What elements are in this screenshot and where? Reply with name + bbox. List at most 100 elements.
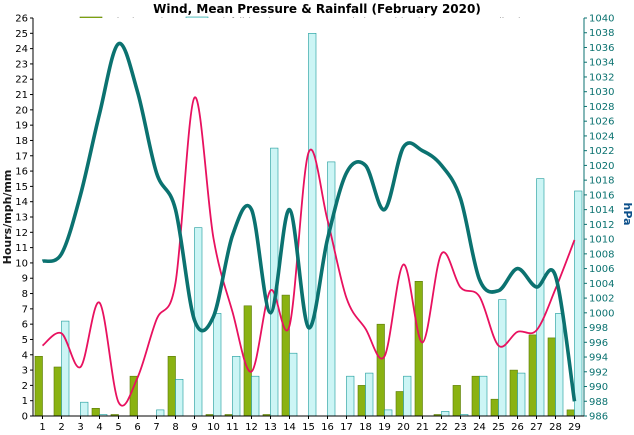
calm-bar-26 [509,369,518,417]
calm-bar-25 [490,398,499,417]
calm-bar-28 [547,337,556,417]
x-tick-label-24: 24 [473,422,486,433]
x-tick-label-16: 16 [321,422,334,433]
x-tick-label-29: 29 [568,422,581,433]
rainfall-bar-10 [213,313,222,417]
x-tick-label-5: 5 [115,422,121,433]
y2-tick-label-1000: 1000 [589,308,614,319]
y-tick-label-4: 4 [22,350,28,361]
y2-tick-label-1018: 1018 [589,176,614,187]
rainfall-bar-11 [232,355,241,417]
calm-bar-8 [167,355,176,417]
y-tick-label-18: 18 [15,136,28,147]
y2-tick-label-1030: 1030 [589,87,614,98]
y2-tick-label-994: 994 [589,353,608,364]
y2-tick-label-1004: 1004 [589,279,614,290]
x-tick-label-28: 28 [549,422,562,433]
x-tick-label-19: 19 [378,422,391,433]
calm-bar-27 [528,334,537,417]
y-tick-label-0: 0 [22,412,28,423]
rainfall-bar-26 [517,372,526,417]
lines-layer [41,41,577,407]
y-tick-label-12: 12 [15,228,28,239]
rainfall-bar-8 [175,378,184,417]
y-tick-label-9: 9 [22,274,28,285]
y-tick-label-19: 19 [15,121,28,132]
y2-tick-label-1028: 1028 [589,102,614,113]
y-tick-label-13: 13 [15,213,28,224]
y-axis-label: Hours/mph/mm [1,170,14,265]
calm-bar-14 [281,294,290,417]
rainfall-bar-14 [289,352,298,417]
x-tick-label-8: 8 [172,422,178,433]
y2-tick-label-986: 986 [589,412,608,423]
bars-layer [34,32,583,417]
rainfall-bar-15 [308,32,317,417]
y2-tick-label-990: 990 [589,382,608,393]
rainfall-bar-16 [327,161,336,417]
x-tick-label-11: 11 [226,422,239,433]
calm-bar-19 [376,323,385,417]
y-tick-label-14: 14 [15,197,28,208]
axes-layer: 0123456789101112131415161718192021222324… [15,14,614,434]
rainfall-bar-3 [80,401,89,417]
x-tick-label-12: 12 [245,422,258,433]
rainfall-bar-29 [574,190,583,417]
rainfall-bar-28 [555,313,564,417]
y2-tick-label-1014: 1014 [589,205,614,216]
pressure-line [41,41,577,402]
y-tick-label-16: 16 [15,167,28,178]
rainfall-bar-7 [156,409,165,417]
y2-tick-label-1038: 1038 [589,28,614,39]
x-tick-label-17: 17 [340,422,353,433]
y2-tick-label-1032: 1032 [589,72,614,83]
y2-tick-label-1002: 1002 [589,294,614,305]
x-tick-label-15: 15 [302,422,315,433]
x-tick-label-14: 14 [283,422,296,433]
x-tick-label-21: 21 [416,422,429,433]
y-tick-label-22: 22 [15,75,28,86]
y-tick-label-15: 15 [15,182,28,193]
rainfall-bar-20 [403,375,412,417]
y2-tick-label-1016: 1016 [589,190,614,201]
x-tick-label-27: 27 [530,422,543,433]
rainfall-bar-27 [536,178,545,417]
rainfall-bar-12 [251,375,260,417]
y-tick-label-2: 2 [22,381,28,392]
x-tick-label-2: 2 [58,422,64,433]
y-tick-label-23: 23 [15,59,28,70]
y2-tick-label-1020: 1020 [589,161,614,172]
x-tick-label-18: 18 [359,422,372,433]
y-tick-label-10: 10 [15,258,28,269]
rainfall-bar-17 [346,375,355,417]
x-tick-label-23: 23 [454,422,467,433]
y-tick-label-20: 20 [15,105,28,116]
y2-tick-label-1024: 1024 [589,131,614,142]
x-tick-label-4: 4 [96,422,102,433]
x-tick-label-1: 1 [39,422,45,433]
rainfall-bar-19 [384,409,393,417]
y2-tick-label-1006: 1006 [589,264,614,275]
rainfall-bar-22 [441,411,450,417]
x-tick-label-9: 9 [191,422,197,433]
y-tick-label-5: 5 [22,335,28,346]
x-tick-label-10: 10 [207,422,220,433]
x-tick-label-6: 6 [134,422,140,433]
y2-tick-label-1036: 1036 [589,43,614,54]
y2-tick-label-1012: 1012 [589,220,614,231]
calm-bar-29 [566,409,575,417]
y-tick-label-24: 24 [15,44,28,55]
y-tick-label-25: 25 [15,29,28,40]
y2-axis-label: hPa [621,202,634,225]
y2-tick-label-996: 996 [589,338,608,349]
calm-bar-20 [395,391,404,417]
y-tick-label-1: 1 [22,396,28,407]
x-tick-label-26: 26 [511,422,524,433]
calm-bar-23 [452,385,461,417]
y-tick-label-11: 11 [15,243,28,254]
calm-bar-18 [357,385,366,417]
x-tick-label-13: 13 [264,422,277,433]
y2-tick-label-1026: 1026 [589,117,614,128]
x-tick-label-7: 7 [153,422,159,433]
